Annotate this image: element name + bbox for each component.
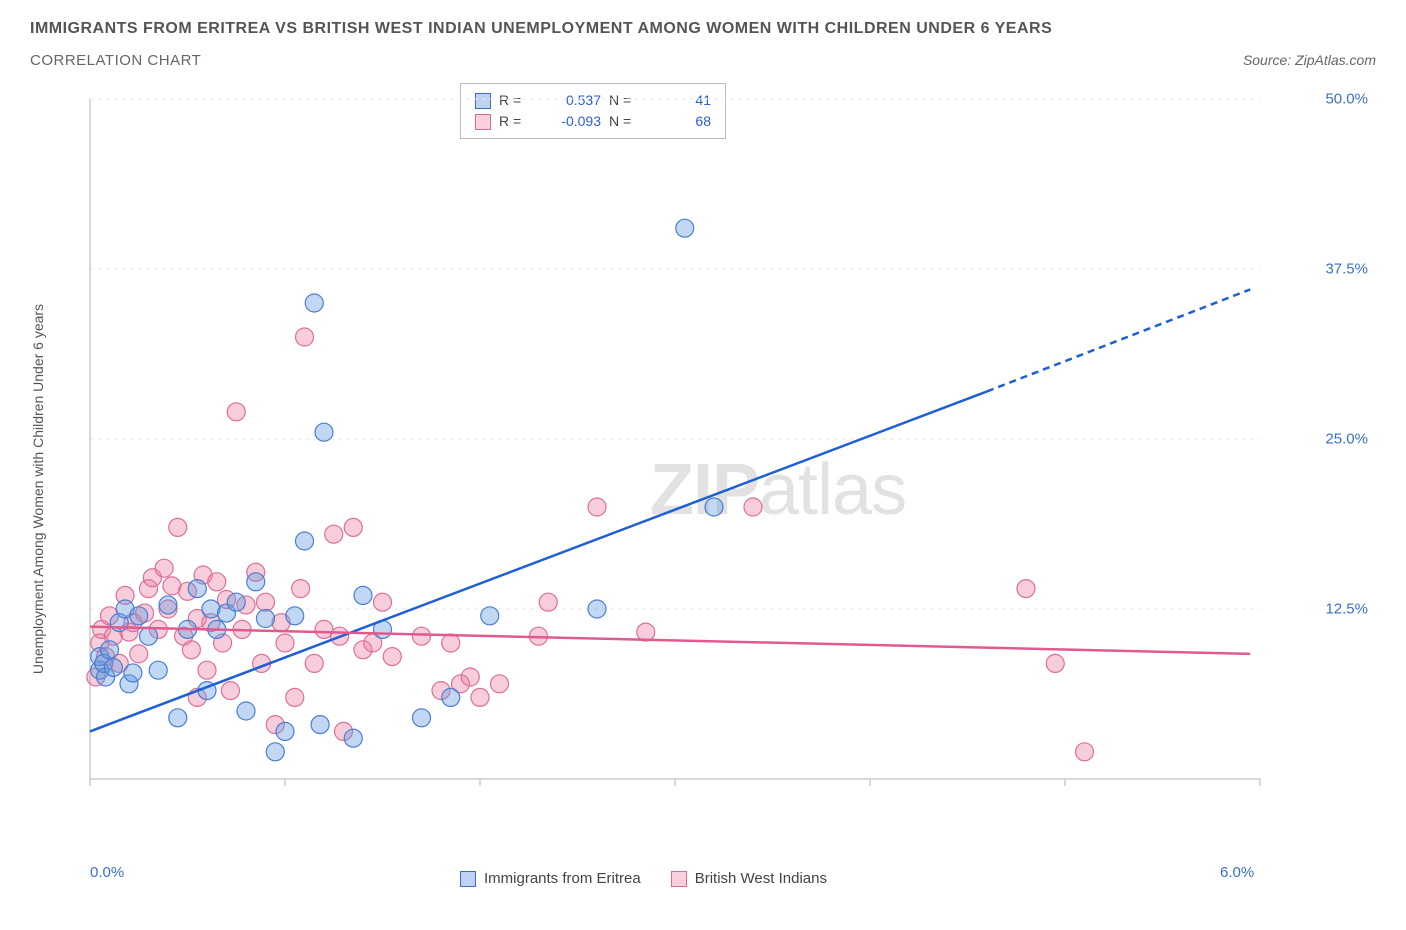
chart-subtitle: CORRELATION CHART: [30, 52, 201, 69]
y-tick-label: 25.0%: [1325, 431, 1368, 448]
scatter-plot: [80, 79, 1320, 829]
x-tick-label: 6.0%: [1220, 864, 1254, 881]
chart-container: Unemployment Among Women with Children U…: [30, 79, 1376, 899]
legend-item-eritrea: Immigrants from Eritrea: [460, 870, 641, 887]
legend-label: British West Indians: [695, 870, 827, 887]
chart-title: IMMIGRANTS FROM ERITREA VS BRITISH WEST …: [30, 20, 1376, 38]
square-icon: [460, 871, 476, 887]
source-label: Source: ZipAtlas.com: [1243, 52, 1376, 68]
y-tick-label: 37.5%: [1325, 261, 1368, 278]
legend-label: Immigrants from Eritrea: [484, 870, 641, 887]
series-legend: Immigrants from Eritrea British West Ind…: [460, 870, 827, 887]
square-icon: [671, 871, 687, 887]
x-tick-label: 0.0%: [90, 864, 124, 881]
y-tick-label: 50.0%: [1325, 91, 1368, 108]
y-tick-label: 12.5%: [1325, 601, 1368, 618]
y-axis-label: Unemployment Among Women with Children U…: [30, 304, 46, 674]
subtitle-row: CORRELATION CHART Source: ZipAtlas.com: [30, 52, 1376, 69]
legend-item-bwi: British West Indians: [671, 870, 827, 887]
